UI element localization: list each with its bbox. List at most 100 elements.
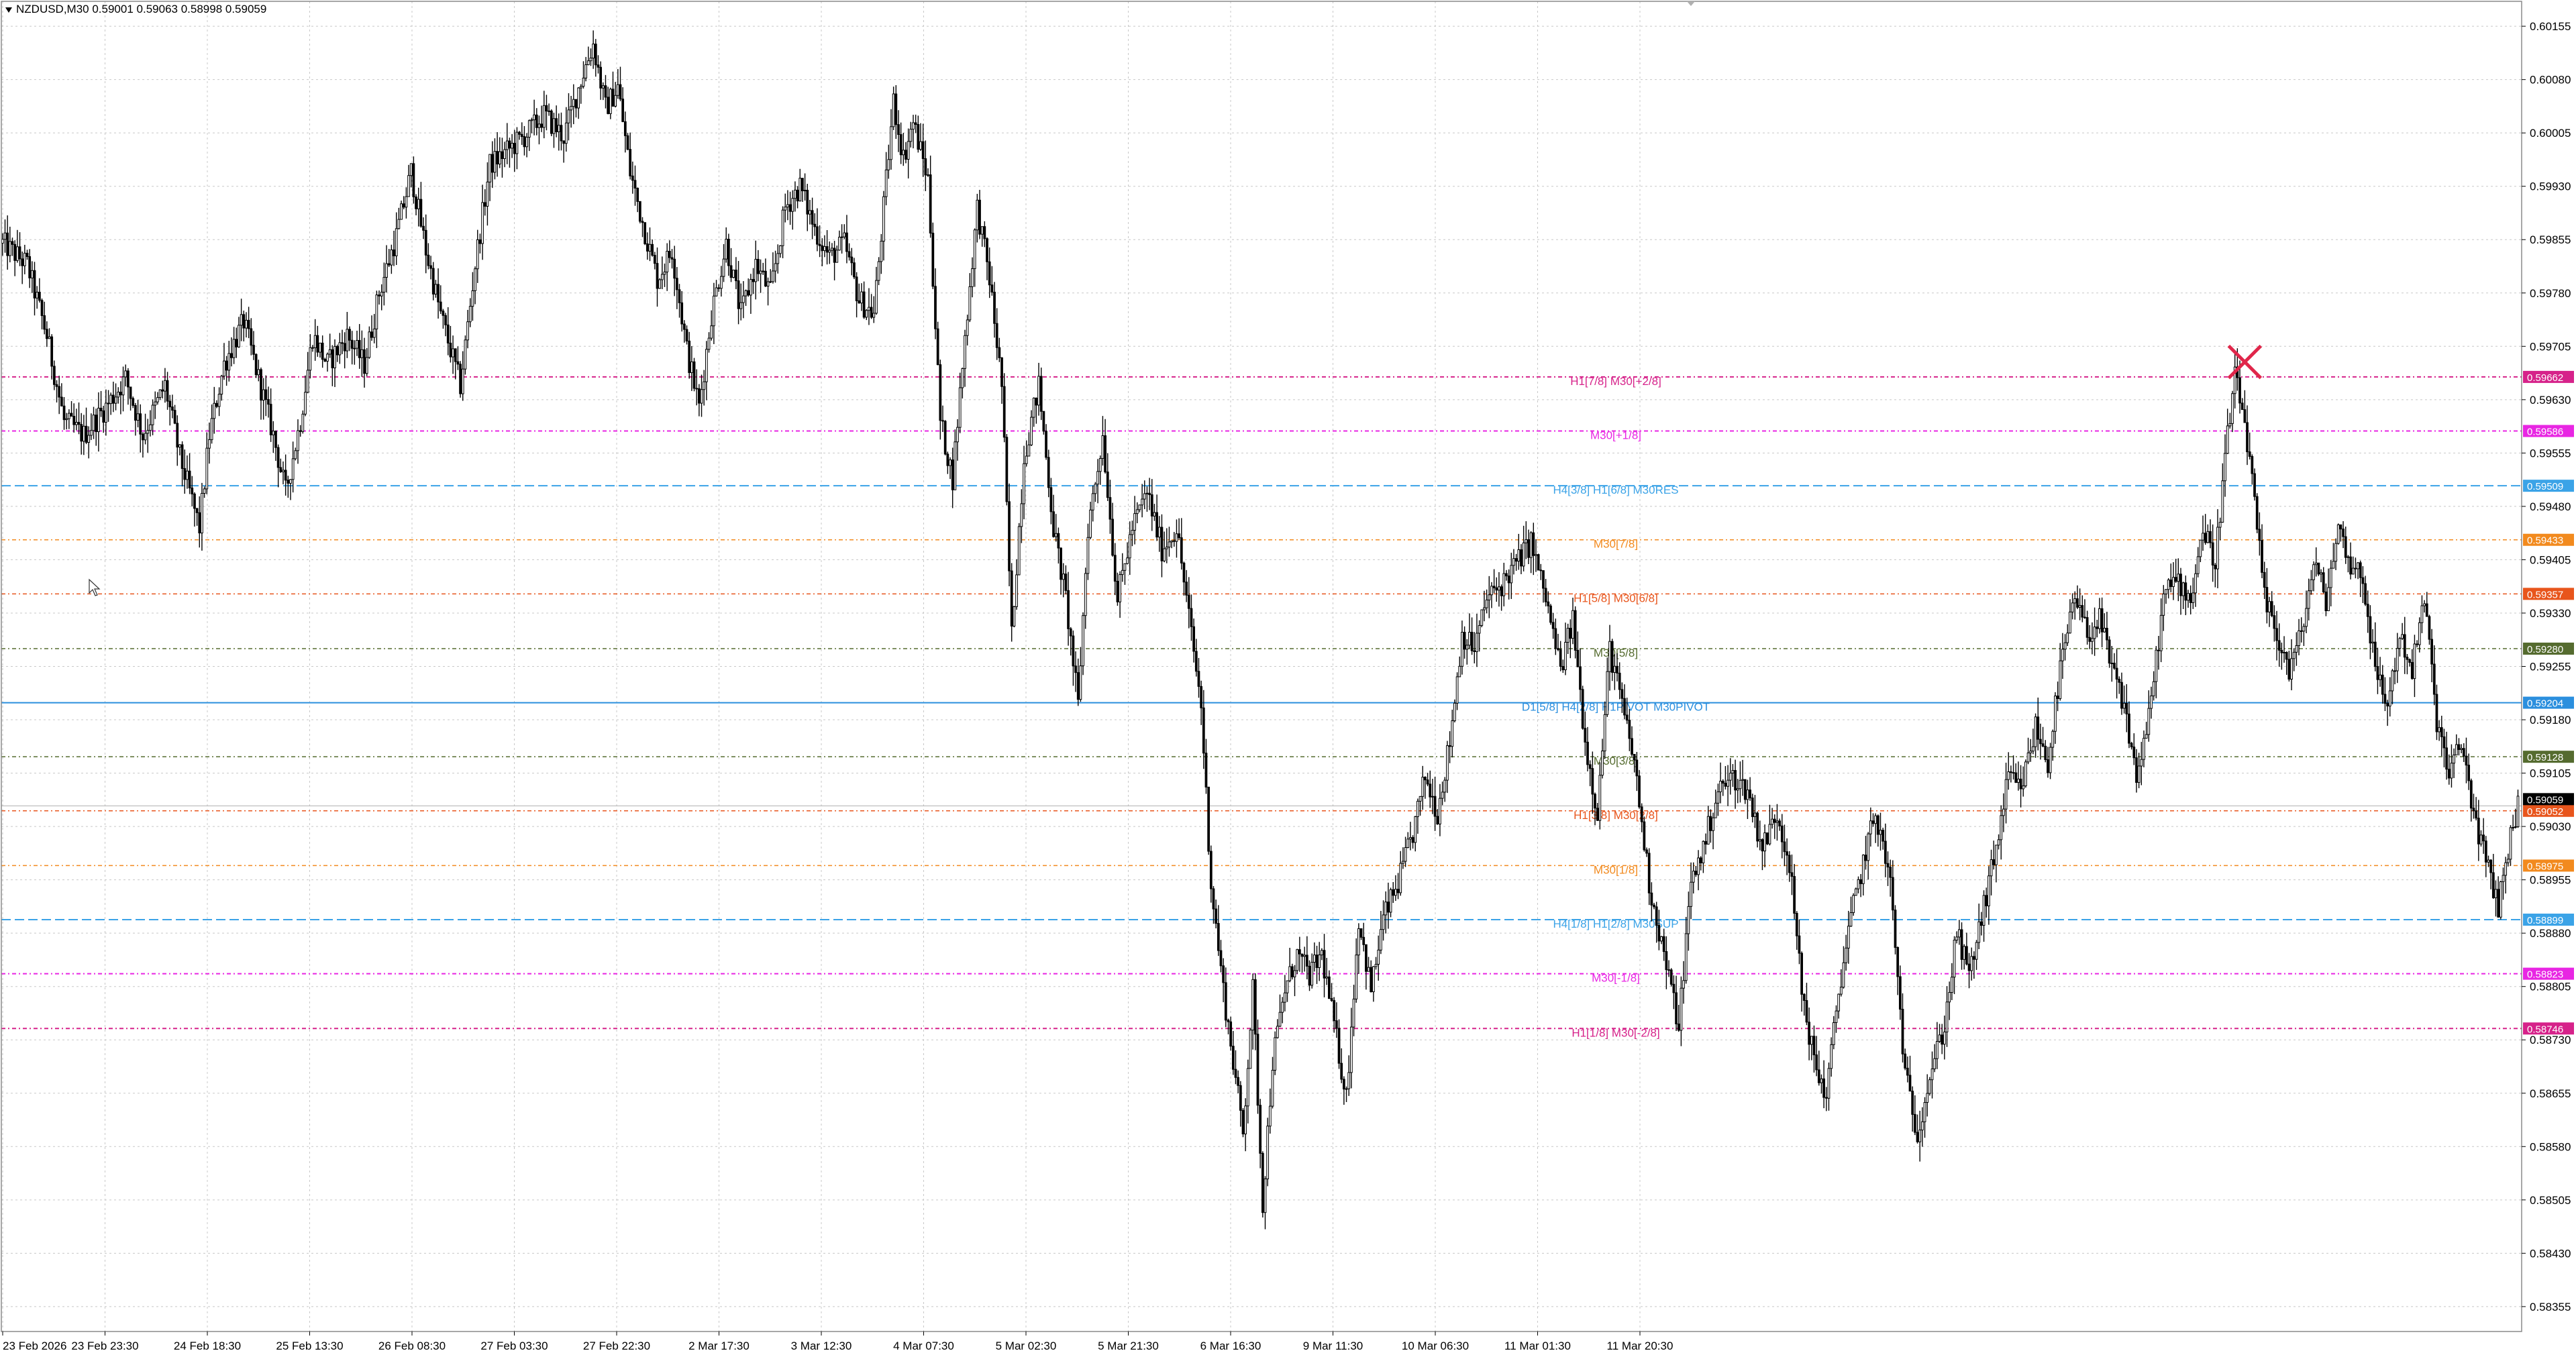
candle-body — [446, 324, 450, 343]
candle — [2324, 583, 2328, 616]
candle — [2026, 737, 2030, 765]
candle — [690, 345, 693, 391]
candle — [2270, 591, 2273, 618]
candle — [299, 425, 302, 437]
candle — [1399, 851, 1402, 896]
candle-body — [483, 202, 486, 207]
candle-body — [1699, 857, 1702, 863]
candle-body — [1126, 557, 1129, 564]
candle — [710, 310, 713, 341]
candle — [1367, 957, 1370, 972]
candle-body — [919, 141, 922, 150]
candle — [2479, 830, 2483, 847]
candle — [1631, 726, 1633, 757]
candle — [146, 419, 150, 453]
candle — [1894, 905, 1897, 955]
candle — [2379, 657, 2381, 687]
candle-body — [2364, 583, 2367, 605]
candle-body — [70, 413, 73, 417]
candle — [25, 250, 29, 260]
candle — [1662, 928, 1665, 961]
candle — [1842, 946, 1845, 989]
candle-body — [252, 345, 255, 355]
candle — [1918, 1110, 1922, 1162]
candle — [1013, 606, 1016, 628]
candle-body — [2209, 531, 2212, 543]
candle-body — [1212, 888, 1215, 910]
candle — [1091, 485, 1094, 522]
candle-body — [28, 256, 32, 278]
price-tag-text: 0.59357 — [2527, 589, 2563, 600]
candle-body — [350, 339, 354, 349]
candle — [870, 294, 873, 319]
candle-body — [1778, 820, 1781, 826]
candle-body — [1551, 622, 1555, 629]
candle — [2069, 599, 2071, 634]
price-tag-text: 0.58746 — [2527, 1024, 2563, 1035]
candle-body — [471, 290, 474, 307]
candle — [33, 262, 36, 316]
candle — [1411, 835, 1414, 849]
candle — [1798, 919, 1801, 965]
candle — [2157, 636, 2160, 670]
candle-body — [417, 199, 420, 209]
candle-body — [1384, 902, 1388, 916]
candle-body — [1446, 745, 1449, 781]
candle-body — [1953, 940, 1956, 978]
candle-body — [77, 422, 81, 425]
candle — [1283, 975, 1286, 1012]
candle — [2423, 600, 2426, 613]
candle-body — [619, 84, 622, 100]
candle — [1854, 887, 1857, 896]
candle-body — [356, 339, 358, 349]
candle — [2165, 589, 2167, 604]
candle-body — [2371, 641, 2374, 644]
candle-body — [847, 251, 851, 258]
candle — [917, 115, 920, 153]
candle — [1510, 552, 1513, 599]
candle-body — [611, 89, 615, 107]
candle — [1970, 947, 1973, 981]
candle — [1763, 824, 1766, 868]
candle — [2327, 568, 2330, 612]
candle — [230, 337, 233, 367]
candle-body — [2514, 826, 2517, 828]
candle — [1539, 563, 1543, 580]
candle-body — [144, 433, 147, 441]
candle — [2118, 676, 2121, 694]
candle-body — [2302, 626, 2306, 632]
candle-body — [2155, 649, 2158, 682]
candle-body — [586, 60, 590, 66]
candle-body — [796, 189, 799, 202]
candle-body — [1155, 512, 1158, 538]
candle-body — [825, 246, 829, 253]
candle — [2504, 857, 2508, 894]
candle-body — [759, 270, 762, 274]
candle-body — [2041, 743, 2045, 747]
candle-body — [1566, 628, 1569, 643]
candle-body — [1633, 754, 1636, 761]
y-tick-label: 0.59930 — [2530, 180, 2571, 193]
candle — [2120, 672, 2123, 715]
candle — [831, 243, 833, 256]
candle-body — [1406, 838, 1410, 849]
candle — [1387, 882, 1390, 929]
candle — [452, 335, 454, 374]
candle-body — [1594, 794, 1596, 809]
candle — [1138, 504, 1141, 512]
candle — [1650, 882, 1653, 922]
candle-body — [353, 347, 356, 349]
y-tick-label: 0.58430 — [2530, 1247, 2571, 1260]
candle — [2071, 593, 2074, 620]
candle — [2049, 743, 2052, 779]
candle — [1042, 411, 1045, 435]
candle — [223, 343, 225, 380]
dropdown-triangle-icon[interactable] — [5, 7, 12, 13]
candle — [210, 404, 213, 444]
candle-body — [1995, 845, 1998, 865]
candle-body — [2017, 778, 2020, 783]
candle-body — [40, 300, 44, 317]
candle — [2371, 629, 2374, 653]
